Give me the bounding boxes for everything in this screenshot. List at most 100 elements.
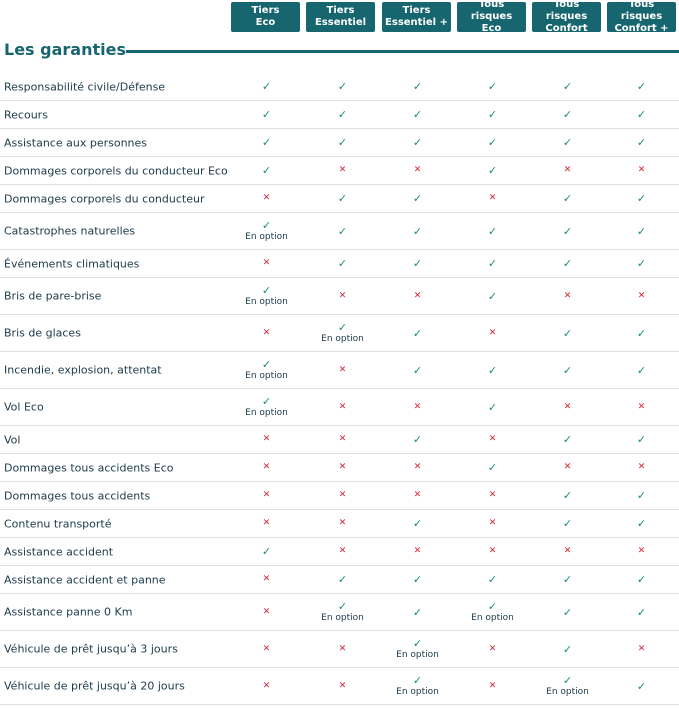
cross-icon: ✕ [338, 643, 347, 654]
coverage-cell: ✓ En option [383, 631, 452, 667]
coverage-cell: ✕ [232, 631, 301, 667]
plan-header: Tiers Essentiel + [382, 2, 451, 32]
check-icon: ✓ [562, 605, 573, 619]
coverage-cell: ✕ [308, 454, 377, 481]
plan-header: Tiers Eco [231, 2, 300, 32]
coverage-cell: ✕ [232, 185, 301, 212]
check-icon: ✓ [337, 224, 348, 238]
guarantee-label: Dommages corporels du conducteur Eco [4, 164, 228, 177]
guarantee-label: Incendie, explosion, attentat [4, 363, 162, 377]
table-row: Dommages corporels du conducteur ✕ ✓ ✓ ✕ ✓ ✓ [0, 185, 679, 213]
coverage-cell: ✕ [308, 510, 377, 537]
check-icon: ✓ [337, 192, 348, 205]
coverage-cell: ✕ [308, 631, 377, 667]
plan-header-line2: Eco [255, 17, 276, 28]
cross-icon: ✕ [338, 680, 347, 691]
coverage-cell: ✕ [232, 566, 301, 593]
coverage-cell: ✓ [232, 101, 301, 128]
coverage-cell: ✕ [533, 454, 602, 481]
table-row: Véhicule de prêt jusqu’à 3 jours ✕ ✕ ✓ En op… [0, 631, 679, 668]
cross-icon: ✕ [637, 546, 646, 556]
check-icon: ✓ [562, 108, 573, 121]
check-icon: ✓ [412, 433, 423, 446]
cross-icon: ✕ [338, 434, 347, 444]
coverage-cell: ✓ [458, 157, 527, 184]
check-icon: ✓ [562, 573, 573, 586]
cross-icon: ✕ [338, 490, 347, 500]
check-icon: ✓ [487, 573, 498, 586]
coverage-cell: ✕ [308, 352, 377, 388]
cross-icon: ✕ [488, 546, 497, 556]
cross-icon: ✕ [637, 462, 646, 472]
check-icon: ✓ [487, 164, 498, 177]
coverage-cell: ✓ [383, 426, 452, 453]
guarantee-label: Bris de glaces [4, 326, 81, 340]
cross-icon: ✕ [563, 290, 572, 301]
coverage-cell: ✓ [607, 129, 676, 156]
plan-header-line1: Tiers [402, 5, 431, 16]
coverage-cell: ✓ [533, 631, 602, 667]
coverage-cell: ✓ [533, 73, 602, 100]
cross-icon: ✕ [262, 680, 271, 691]
coverage-cell: ✓ [533, 250, 602, 277]
cross-icon: ✕ [338, 165, 347, 175]
check-icon: ✓ [412, 326, 423, 340]
coverage-cell: ✕ [308, 538, 377, 565]
coverage-cell: ✓ [383, 185, 452, 212]
coverage-cell: ✓ [458, 454, 527, 481]
plan-header-line1: Tous risques [545, 0, 588, 22]
coverage-cell: ✕ [458, 426, 527, 453]
cross-icon: ✕ [563, 546, 572, 556]
coverage-cell: ✓ [383, 101, 452, 128]
coverage-cell: ✓ [308, 73, 377, 100]
coverage-cell: ✓ [383, 566, 452, 593]
cross-icon: ✕ [413, 165, 422, 175]
check-icon: ✓ [412, 573, 423, 586]
plan-header: Tiers Essentiel [306, 2, 375, 32]
coverage-cell: ✓ [458, 213, 527, 249]
coverage-cell: ✕ [533, 538, 602, 565]
coverage-cell: ✓ [607, 250, 676, 277]
check-icon: ✓ [636, 573, 647, 586]
coverage-cell: ✓ [383, 594, 452, 630]
plan-header-row: Tiers Eco Tiers Essentiel Tiers Essentiel + To… [0, 0, 679, 34]
check-icon: ✓ [562, 224, 573, 238]
coverage-cell: ✕ [458, 482, 527, 509]
check-icon: ✓ [337, 321, 348, 334]
option-label: En option [471, 613, 514, 623]
check-icon: ✓ [412, 637, 423, 650]
coverage-cell: ✕ [607, 538, 676, 565]
coverage-cell: ✓ [533, 482, 602, 509]
plan-header: Tous risques Confort + [607, 0, 676, 34]
coverage-cell: ✕ [308, 482, 377, 509]
coverage-cell: ✓ [533, 315, 602, 351]
table-row: Responsabilité civile/Défense ✓ ✓ ✓ ✓ ✓ ✓ [0, 73, 679, 101]
cross-icon: ✕ [338, 401, 347, 412]
check-icon: ✓ [487, 289, 498, 303]
check-icon: ✓ [636, 108, 647, 121]
guarantee-label: Dommages tous accidents Eco [4, 461, 174, 474]
plan-header-line1: Tous risques [470, 0, 513, 22]
check-icon: ✓ [562, 674, 573, 687]
check-icon: ✓ [562, 363, 573, 377]
coverage-cell: ✓ [458, 73, 527, 100]
coverage-cell: ✕ [232, 315, 301, 351]
cross-icon: ✕ [262, 434, 271, 444]
coverage-cell: ✕ [383, 538, 452, 565]
coverage-cell: ✓ [533, 594, 602, 630]
cross-icon: ✕ [262, 518, 271, 528]
check-icon: ✓ [487, 600, 498, 613]
coverage-cell: ✓ [607, 566, 676, 593]
check-icon: ✓ [412, 224, 423, 238]
coverage-cell: ✓ [533, 566, 602, 593]
check-icon: ✓ [562, 517, 573, 530]
check-icon: ✓ [412, 80, 423, 93]
check-icon: ✓ [261, 358, 272, 371]
table-row: Dommages corporels du conducteur Eco ✓ ✕ ✕ ✓… [0, 157, 679, 185]
guarantee-label: Responsabilité civile/Défense [4, 80, 166, 93]
coverage-cell: ✓ [458, 129, 527, 156]
coverage-cell: ✕ [308, 389, 377, 425]
coverage-cell: ✓ [458, 250, 527, 277]
cross-icon: ✕ [488, 643, 497, 654]
coverage-cell: ✓ [232, 538, 301, 565]
